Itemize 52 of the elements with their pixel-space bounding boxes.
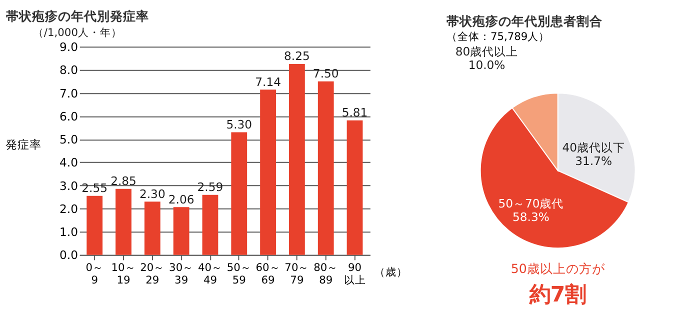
y-tick-label: 1.0 [59, 225, 78, 240]
x-tick-label: 10～ 19 [111, 260, 136, 286]
data-label: 7.14 [255, 74, 281, 89]
data-label: 2.06 [168, 192, 194, 206]
data-label: 5.30 [226, 117, 252, 132]
bar [289, 64, 305, 255]
data-label: 58.3% [512, 210, 550, 224]
bar [86, 196, 103, 255]
y-tick-label: 0.0 [59, 248, 78, 262]
x-tick-label: 50～ 59 [226, 260, 252, 286]
chart-title: 帯状疱疹の年代別発症率 [6, 8, 149, 24]
data-label: 2.30 [139, 186, 166, 201]
y-tick-label: 8.0 [59, 63, 78, 78]
slice-label: 40歳代以下 [562, 140, 625, 154]
x-tick-label: 60～ 69 [256, 260, 280, 286]
data-label: 5.81 [342, 106, 368, 120]
y-tick-label: 9.0 [59, 40, 78, 54]
text: （/1,000人・年） [32, 26, 122, 39]
slice-label: 80歳代以上 [455, 44, 518, 59]
text: 50歳以上の方が [510, 261, 606, 276]
x-axis-title: （歳） [374, 266, 408, 279]
data-label: 10.0% [468, 58, 506, 72]
data-label: 7.50 [312, 66, 339, 80]
bar [202, 194, 218, 255]
chart-subtitle: （全体：75,789人） [446, 30, 550, 44]
y-tick-label: 5.0 [59, 132, 78, 147]
x-tick-label: 40～ 49 [198, 260, 222, 286]
x-tick-label: 90 以上 [344, 260, 366, 286]
bar [116, 188, 132, 255]
bar [173, 207, 190, 255]
x-tick-label: 30～ 39 [169, 260, 194, 286]
y-tick-label: 2.0 [59, 202, 78, 216]
y-axis-title: 発症率 [6, 137, 42, 152]
bar [231, 132, 248, 255]
x-tick-label: 20～ 29 [140, 260, 165, 286]
bar [144, 202, 160, 255]
y-tick-label: 3.0 [59, 178, 78, 193]
bar [346, 120, 363, 255]
data-label: 31.7% [575, 154, 612, 168]
bar [260, 90, 276, 255]
x-tick-label: 80～ 89 [314, 260, 338, 286]
slice-label: 50～70歳代 [498, 196, 564, 211]
y-tick-label: 7.0 [59, 86, 78, 100]
chart-title: 帯状疱疹の年代別患者割合 [446, 14, 602, 29]
data-label: 8.25 [284, 49, 310, 64]
data-label: 2.85 [110, 174, 136, 188]
text: 約7割 [528, 282, 586, 308]
bar [318, 81, 334, 255]
y-tick-label: 6.0 [59, 109, 78, 124]
x-tick-label: 0～ 9 [86, 260, 104, 286]
y-tick-label: 4.0 [59, 156, 78, 170]
x-tick-label: 70～ 79 [284, 260, 310, 286]
